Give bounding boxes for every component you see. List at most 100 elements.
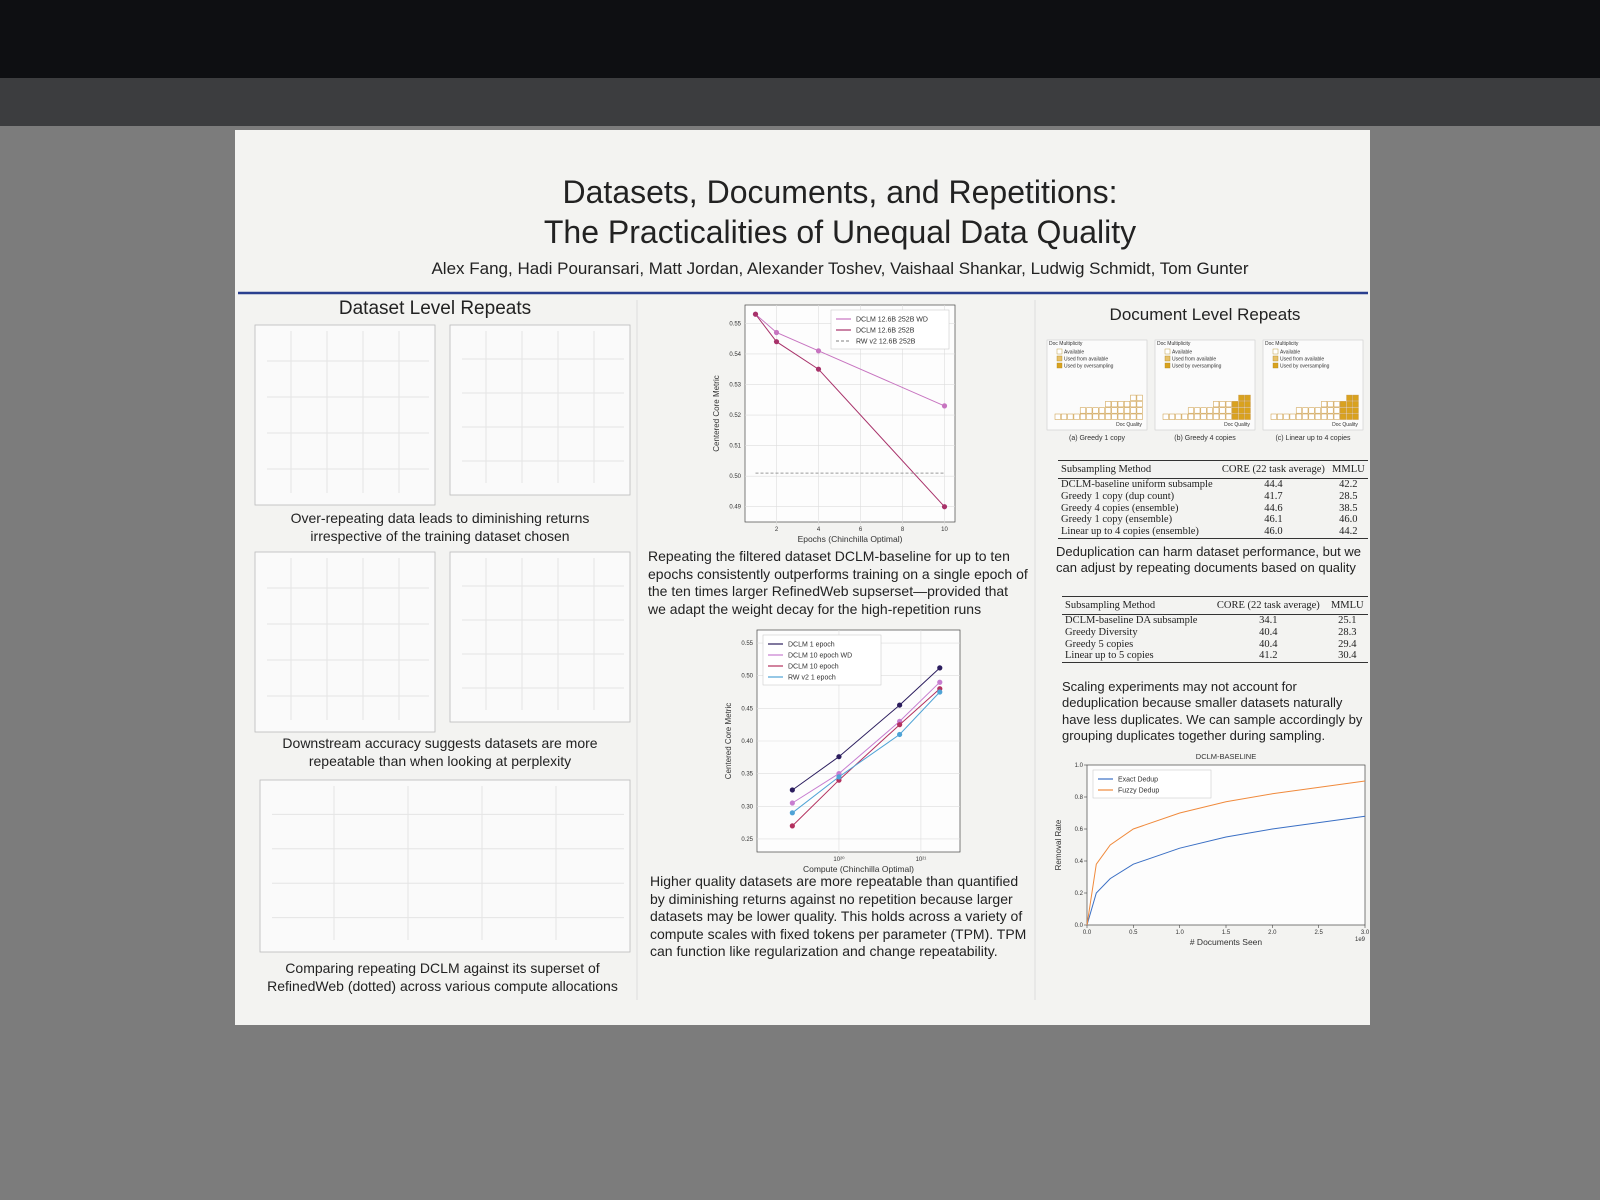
doc-square (1321, 413, 1328, 420)
doc-square (1124, 407, 1131, 414)
doc-square (1219, 413, 1226, 420)
doc-square (1117, 401, 1124, 408)
doc-square (1061, 413, 1068, 420)
series-line (755, 313, 945, 407)
doc-square (1302, 407, 1309, 414)
poster-authors: Alex Fang, Hadi Pouransari, Matt Jordan,… (431, 259, 1249, 278)
data-point (937, 689, 943, 695)
y-tick-label: 0.53 (729, 382, 741, 388)
table-cell: 42.2 (1339, 479, 1358, 491)
series-line (1086, 780, 1366, 926)
poster-title: The Practicalities of Unequal Data Quali… (543, 214, 1137, 250)
series-line (792, 681, 941, 804)
doc-square (1213, 407, 1220, 414)
doc-square (1352, 394, 1359, 401)
doc-square (1346, 401, 1353, 408)
doc-square (1340, 407, 1347, 414)
doc-square (1213, 413, 1220, 420)
doc-square (1124, 413, 1131, 420)
y-tick-label: 0.50 (741, 674, 753, 680)
y-tick-label: 0.45 (741, 706, 753, 712)
paragraph: Deduplication can harm dataset performan… (1056, 544, 1361, 576)
y-tick-label: 0.35 (741, 772, 753, 778)
doc-square (1105, 413, 1112, 420)
doc-square (1232, 407, 1239, 414)
chart-title: DCLM-BASELINE (1196, 752, 1256, 761)
table-cell: 44.4 (1264, 479, 1283, 491)
figure-frame (254, 324, 436, 506)
figure-frame (254, 551, 436, 733)
x-offset-label: 1e9 (1355, 937, 1366, 943)
legend-swatch (1164, 362, 1171, 369)
column-header: MMLU (1328, 459, 1368, 480)
doc-square (1321, 401, 1328, 408)
legend-label: DCLM 10 epoch WD (788, 653, 852, 660)
figure-caption: Comparing repeating DCLM against its sup… (267, 960, 618, 994)
series-line (792, 667, 941, 791)
doc-square (1244, 413, 1251, 420)
poster-title: Datasets, Documents, and Repetitions: (562, 174, 1118, 210)
column-header: Subsampling Method (1062, 595, 1211, 616)
doc-square (1232, 413, 1239, 420)
table: Subsampling Method CORE (22 task average)… (1058, 459, 1368, 539)
x-tick-label: 4 (817, 527, 821, 533)
doc-square (1054, 413, 1061, 420)
doc-square (1105, 401, 1112, 408)
doc-square (1244, 407, 1251, 414)
column-header: CORE (22 task average) (1210, 595, 1327, 616)
doc-square (1219, 401, 1226, 408)
doc-square (1295, 413, 1302, 420)
y-tick-label: 0.2 (1075, 891, 1084, 897)
data-point (789, 823, 795, 829)
paragraph: Scaling experiments may not account for … (1062, 679, 1363, 743)
x-tick-label: 3.0 (1361, 930, 1370, 936)
doc-square (1086, 407, 1093, 414)
paragraph: Repeating the filtered dataset DCLM-base… (648, 548, 1028, 617)
table-cell: 41.7 (1264, 490, 1283, 502)
doc-square (1175, 413, 1182, 420)
x-tick-label: 0.0 (1083, 930, 1092, 936)
panel-caption: (b) Greedy 4 copies (1174, 435, 1236, 442)
table-cell: Linear up to 4 copies (ensemble) (1058, 526, 1219, 539)
ceiling (0, 0, 1600, 80)
x-tick-label: 2.5 (1314, 930, 1323, 936)
doc-square (1333, 407, 1340, 414)
doc-square (1308, 407, 1315, 414)
legend-swatch (1056, 362, 1063, 369)
panel-legend-title: Doc Multiplicity (1049, 341, 1083, 347)
data-point (836, 754, 842, 760)
panel-x-label: Doc Quality (1116, 422, 1142, 428)
data-point (752, 311, 759, 317)
x-tick-label: 10²¹ (916, 857, 927, 863)
x-axis-label: # Documents Seen (1190, 937, 1263, 947)
doc-square (1225, 401, 1232, 408)
doc-square (1206, 407, 1213, 414)
legend-swatch (1272, 362, 1279, 369)
doc-square (1162, 413, 1169, 420)
y-tick-label: 0.55 (729, 321, 741, 327)
data-point (897, 702, 903, 708)
table-cell: 40.4 (1259, 638, 1278, 650)
data-point (815, 366, 822, 372)
doc-square (1238, 407, 1245, 414)
y-tick-label: 1.0 (1075, 763, 1084, 769)
doc-square (1289, 413, 1296, 420)
data-point (937, 679, 943, 685)
doc-square (1213, 401, 1220, 408)
table-cell: Greedy 1 copy (ensemble) (1061, 514, 1173, 526)
section-heading: Document Level Repeats (1109, 305, 1301, 324)
doc-square (1130, 401, 1137, 408)
doc-square (1136, 413, 1143, 420)
legend-swatch (1164, 348, 1171, 355)
panel-legend-title: Doc Multiplicity (1265, 341, 1299, 347)
doc-square (1327, 413, 1334, 420)
doc-square (1086, 413, 1093, 420)
doc-square (1302, 413, 1309, 420)
figure-caption: Over-repeating data leads to diminishing… (290, 510, 590, 544)
legend-label: Exact Dedup (1118, 777, 1158, 784)
doc-square (1200, 407, 1207, 414)
series-line (755, 313, 945, 508)
panel-caption: (c) Linear up to 4 copies (1275, 435, 1351, 442)
